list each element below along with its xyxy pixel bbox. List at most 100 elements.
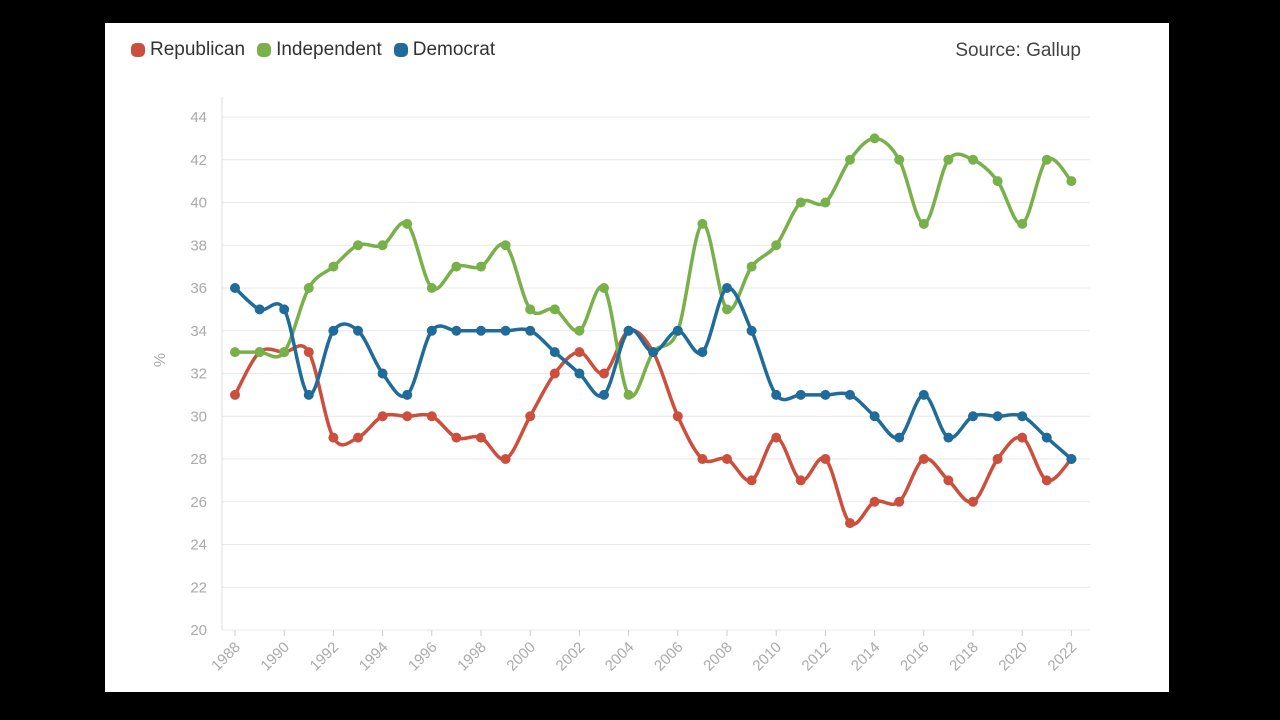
y-tick-42: 42 [190,152,207,169]
legend-swatch-republican [131,43,145,57]
x-tick-2018: 2018 [946,639,982,675]
y-tick-38: 38 [190,237,207,254]
x-tick-2004: 2004 [602,639,638,675]
axes [221,97,1072,636]
point-republican-1994 [377,411,388,422]
point-independent-2013 [845,154,855,165]
y-tick-36: 36 [190,280,207,297]
x-tick-2008: 2008 [700,639,736,675]
point-republican-2018 [968,496,978,507]
point-independent-1992 [328,261,339,272]
legend-swatch-independent [257,43,272,57]
legend-label-republican: Republican [150,39,246,60]
grid-lines [222,116,1090,631]
point-independent-2019 [992,176,1003,187]
y-tick-22: 22 [190,579,207,596]
point-independent-2017 [943,154,954,165]
point-democrat-2003 [599,389,609,400]
point-democrat-2006 [672,325,683,336]
point-independent-2000 [525,304,536,315]
point-independent-1991 [303,283,314,293]
point-republican-1996 [426,411,437,422]
x-tick-2002: 2002 [553,639,589,675]
legend-item-republican[interactable]: Republican [131,39,245,61]
point-republican-2008 [722,454,732,464]
point-republican-2003 [599,368,609,379]
y-tick-26: 26 [190,494,207,511]
point-republican-2016 [918,454,929,464]
point-democrat-1993 [353,325,363,336]
source-label: Source: Gallup [955,40,1081,61]
point-democrat-2018 [968,411,978,422]
point-independent-1995 [402,218,413,229]
point-democrat-2004 [623,325,634,336]
x-tick-labels: 1988 1990 1992 1994 1996 1998 2000 2002 2004 2006… [208,639,1080,675]
point-republican-2002 [574,347,585,358]
point-democrat-1992 [328,325,339,336]
point-democrat-2022 [1066,454,1077,464]
point-republican-2007 [697,454,708,464]
point-democrat-2009 [746,325,757,336]
point-democrat-1999 [500,325,511,336]
point-republican-2020 [1017,432,1028,443]
point-independent-2015 [894,154,905,165]
point-republican-2017 [943,475,954,486]
legend: Republican Independent Democrat [131,39,495,61]
point-independent-2003 [599,283,609,293]
point-independent-2020 [1017,218,1028,229]
x-tick-1994: 1994 [356,639,392,675]
x-tick-2020: 2020 [995,639,1031,675]
point-democrat-2011 [795,389,806,400]
point-democrat-2012 [820,389,831,400]
point-independent-2022 [1066,176,1077,187]
x-tick-1990: 1990 [257,639,293,675]
point-democrat-2005 [648,347,659,358]
point-democrat-1988 [230,283,240,293]
x-tick-2014: 2014 [848,639,884,675]
point-independent-2007 [697,218,708,229]
point-republican-1992 [328,432,339,443]
point-republican-2013 [845,518,855,529]
point-independent-1999 [500,240,511,251]
point-democrat-2015 [894,432,905,443]
point-democrat-2007 [697,347,708,358]
y-tick-34: 34 [190,323,207,340]
point-democrat-1997 [451,325,462,336]
y-tick-20: 20 [190,622,207,639]
point-democrat-2001 [549,347,560,358]
y-tick-labels: 20 22 24 26 28 30 32 34 36 38 40 42 44 [190,109,207,639]
point-republican-2015 [894,496,905,507]
y-tick-40: 40 [190,195,207,212]
chart-card: Republican Independent Democrat Source: … [105,23,1169,692]
x-tick-2000: 2000 [503,639,539,675]
point-republican-2014 [869,496,880,507]
x-tick-2006: 2006 [651,639,687,675]
point-republican-1997 [451,432,462,443]
y-tick-44: 44 [190,109,207,126]
point-independent-1993 [353,240,363,251]
point-independent-2021 [1041,154,1052,165]
y-axis-label: % [152,353,169,367]
legend-swatch-democrat [393,43,408,57]
x-tick-1996: 1996 [405,639,441,675]
point-independent-1998 [476,261,486,272]
point-independent-2002 [574,325,585,336]
point-republican-2021 [1041,475,1052,486]
series-line-independent [233,136,1074,399]
legend-item-independent[interactable]: Independent [257,39,382,61]
legend-item-democrat[interactable]: Democrat [393,39,495,61]
point-democrat-2008 [722,283,732,293]
series-line-republican [233,328,1074,527]
point-republican-2001 [549,368,560,379]
point-democrat-2021 [1041,432,1052,443]
point-democrat-1990 [279,304,290,315]
point-independent-2016 [918,218,929,229]
point-democrat-2016 [918,389,929,400]
point-democrat-1995 [402,389,413,400]
point-republican-1991 [303,347,314,358]
point-republican-1993 [353,432,363,443]
point-independent-1988 [230,347,240,358]
point-democrat-1998 [476,325,486,336]
point-republican-2012 [820,454,831,464]
point-republican-1995 [402,411,413,422]
